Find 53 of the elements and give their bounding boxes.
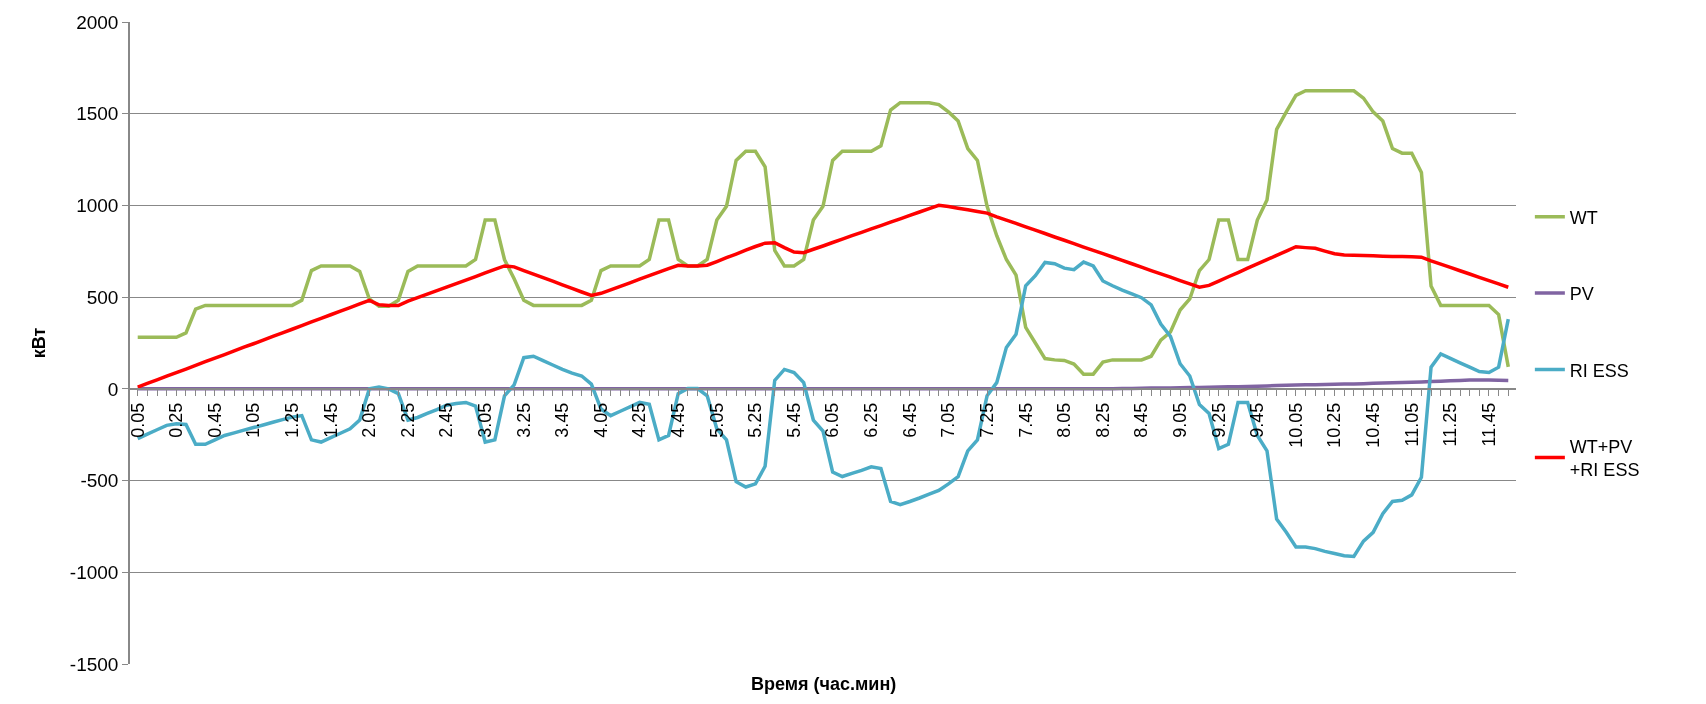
x-tick-label: 8.45 bbox=[1131, 402, 1152, 438]
line-series bbox=[135, 378, 1511, 391]
x-tick-label: 6.45 bbox=[899, 402, 920, 438]
x-tick-label: 1.05 bbox=[243, 402, 264, 438]
x-tick-label: 11.25 bbox=[1440, 402, 1461, 447]
x-tick-label: 2.45 bbox=[436, 402, 457, 438]
x-tick-label: 11.45 bbox=[1478, 402, 1499, 447]
x-tick-label: 1.45 bbox=[320, 402, 341, 438]
legend-label: WT bbox=[1569, 207, 1598, 228]
line-series bbox=[135, 89, 1511, 376]
legend-label: RI ESS bbox=[1569, 360, 1629, 381]
line-series bbox=[135, 203, 1511, 389]
x-tick-label: 4.25 bbox=[629, 402, 650, 438]
x-tick-label: 6.25 bbox=[861, 402, 882, 438]
x-tick-label: 4.05 bbox=[590, 402, 611, 438]
x-tick-label: 9.45 bbox=[1247, 402, 1268, 438]
x-tick-label: 2.25 bbox=[397, 402, 418, 438]
x-tick-label: 3.45 bbox=[552, 402, 573, 438]
legend-label: PV bbox=[1569, 284, 1594, 305]
x-tick-label: 5.05 bbox=[706, 402, 727, 438]
y-tick-label: -1500 bbox=[69, 653, 119, 675]
x-tick-label: 7.45 bbox=[1015, 402, 1036, 438]
legend-label: WT+PV +RI ESS bbox=[1569, 436, 1640, 481]
x-tick-label: 0.05 bbox=[127, 402, 148, 438]
x-tick-label: 6.05 bbox=[822, 402, 843, 438]
y-tick-label: 1500 bbox=[76, 103, 119, 125]
x-tick-label: 1.25 bbox=[282, 402, 302, 438]
x-tick-label: 7.05 bbox=[938, 402, 959, 438]
x-tick-label: 10.25 bbox=[1324, 402, 1345, 448]
y-tick-label: 0 bbox=[107, 378, 119, 400]
x-tick-label: 5.45 bbox=[783, 402, 804, 438]
x-tick-label: 7.25 bbox=[976, 402, 997, 438]
y-axis-title: кВт bbox=[28, 327, 49, 359]
x-tick-label: 5.25 bbox=[745, 402, 766, 438]
x-tick-label: 8.05 bbox=[1054, 402, 1075, 438]
y-tick-label: -500 bbox=[80, 470, 119, 492]
y-tick-label: 2000 bbox=[76, 11, 119, 33]
x-tick-label: 10.05 bbox=[1285, 402, 1306, 448]
y-tick-label: 500 bbox=[86, 286, 119, 308]
x-tick-label: 0.25 bbox=[166, 402, 187, 438]
x-tick-label: 3.05 bbox=[475, 402, 496, 438]
x-tick-label: 10.45 bbox=[1363, 402, 1383, 448]
x-tick-label: 11.05 bbox=[1401, 402, 1422, 447]
x-axis-title: Время (час.мин) bbox=[751, 674, 897, 694]
x-tick-label: 9.05 bbox=[1169, 402, 1190, 438]
x-tick-label: 2.05 bbox=[359, 402, 380, 438]
x-tick-label: 3.25 bbox=[513, 402, 534, 438]
x-tick-label: 0.45 bbox=[204, 402, 225, 438]
y-tick-label: -1000 bbox=[69, 561, 119, 583]
y-tick-label: 1000 bbox=[76, 195, 119, 217]
x-tick-label: 4.45 bbox=[668, 402, 689, 438]
x-tick-label: 8.25 bbox=[1092, 402, 1113, 438]
x-tick-label: 9.25 bbox=[1208, 402, 1229, 438]
